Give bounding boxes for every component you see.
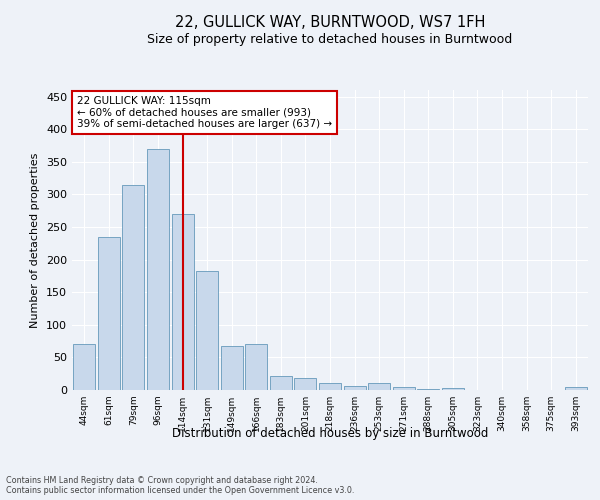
- Bar: [392, 386, 415, 390]
- Bar: [442, 388, 464, 390]
- Bar: [73, 344, 95, 390]
- Bar: [319, 383, 341, 390]
- Text: Contains HM Land Registry data © Crown copyright and database right 2024.
Contai: Contains HM Land Registry data © Crown c…: [6, 476, 355, 495]
- Bar: [147, 148, 169, 390]
- Bar: [172, 214, 194, 390]
- Bar: [344, 386, 365, 390]
- Bar: [122, 184, 145, 390]
- Bar: [221, 346, 243, 390]
- Text: Size of property relative to detached houses in Burntwood: Size of property relative to detached ho…: [148, 32, 512, 46]
- Bar: [565, 388, 587, 390]
- Bar: [295, 378, 316, 390]
- Text: 22 GULLICK WAY: 115sqm
← 60% of detached houses are smaller (993)
39% of semi-de: 22 GULLICK WAY: 115sqm ← 60% of detached…: [77, 96, 332, 129]
- Text: 22, GULLICK WAY, BURNTWOOD, WS7 1FH: 22, GULLICK WAY, BURNTWOOD, WS7 1FH: [175, 15, 485, 30]
- Bar: [245, 344, 268, 390]
- Bar: [98, 236, 120, 390]
- Bar: [417, 388, 439, 390]
- Text: Distribution of detached houses by size in Burntwood: Distribution of detached houses by size …: [172, 428, 488, 440]
- Bar: [368, 384, 390, 390]
- Bar: [270, 376, 292, 390]
- Bar: [196, 270, 218, 390]
- Y-axis label: Number of detached properties: Number of detached properties: [31, 152, 40, 328]
